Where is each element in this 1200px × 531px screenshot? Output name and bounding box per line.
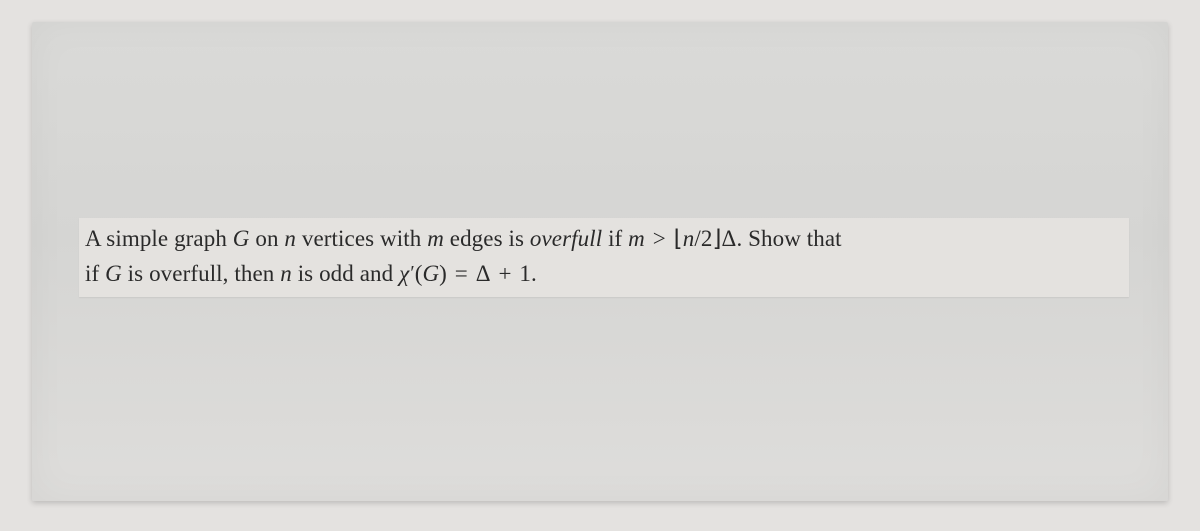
scanned-paper-area: A simple graph G on n vertices with m ed… xyxy=(32,22,1168,501)
math-var-n: n xyxy=(683,226,695,251)
floor-right: ⌋ xyxy=(712,226,721,251)
math-var-G: G xyxy=(422,261,439,286)
symbol-delta: Δ xyxy=(722,226,737,251)
symbol-chi: χ xyxy=(399,261,409,286)
op-plus: + xyxy=(491,261,520,286)
text: edges is xyxy=(444,226,530,251)
text: A simple graph xyxy=(85,226,233,251)
num-2: 2 xyxy=(701,226,713,251)
text: on xyxy=(250,226,285,251)
math-var-G: G xyxy=(233,226,250,251)
op-greater-than: > xyxy=(645,226,674,251)
period: . xyxy=(531,261,537,286)
text: if xyxy=(602,226,628,251)
math-var-m: m xyxy=(427,226,444,251)
problem-line-2: if G is overfull, then n is odd and χ′(G… xyxy=(85,257,1123,290)
problem-line-1: A simple graph G on n vertices with m ed… xyxy=(85,222,1123,255)
text: is odd and xyxy=(292,261,399,286)
text: if xyxy=(85,261,105,286)
term-overfull: overfull xyxy=(530,226,602,251)
math-var-n: n xyxy=(280,261,292,286)
text: . Show that xyxy=(736,226,841,251)
op-equals: = xyxy=(447,261,476,286)
text: vertices with xyxy=(296,226,427,251)
paren-right: ) xyxy=(439,261,447,286)
symbol-delta: Δ xyxy=(476,261,491,286)
math-var-n: n xyxy=(284,226,296,251)
text: is overfull, then xyxy=(122,261,280,286)
math-var-m: m xyxy=(628,226,645,251)
math-var-G: G xyxy=(105,261,122,286)
problem-statement: A simple graph G on n vertices with m ed… xyxy=(79,218,1129,297)
num-1: 1 xyxy=(519,261,531,286)
floor-left: ⌊ xyxy=(674,226,683,251)
